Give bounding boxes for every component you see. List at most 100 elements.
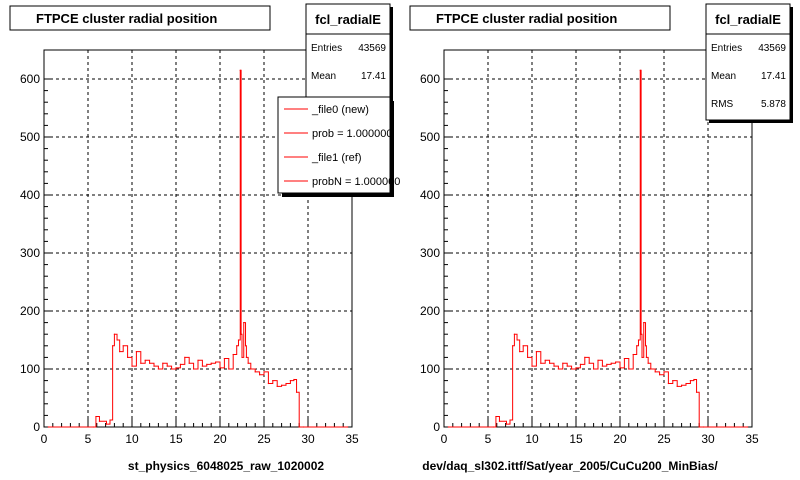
data-point [505,423,508,425]
data-point [127,356,129,358]
data-point [206,363,208,365]
data-point [237,339,240,341]
stats-row-label: RMS [711,99,734,110]
data-point [681,384,683,386]
y-tick-label: 100 [20,362,40,376]
data-point [647,362,649,364]
data-point [544,359,546,361]
data-point [571,368,573,370]
data-point [676,385,678,387]
data-point [232,353,234,356]
data-point [689,380,692,382]
data-point [527,356,529,358]
stats-row-label: Entries [711,43,742,54]
legend-box [277,96,391,194]
data-point [281,384,283,386]
stats-row-value: 17.41 [761,71,786,82]
data-point [47,426,50,428]
data-point [540,362,542,364]
legend-entry-label: _file1 (ref) [311,152,362,164]
data-point [516,339,518,341]
data-point [513,333,516,335]
data-point [643,322,645,324]
data-point [98,420,101,422]
data-point [549,362,551,364]
histogram-series-line [448,69,748,428]
data-point [162,362,164,364]
data-point [575,367,577,369]
data-point [131,365,133,367]
x-tick-label: 20 [613,432,627,446]
data-point [347,426,349,428]
data-point [122,345,124,347]
data-point [695,391,698,393]
data-point [557,368,560,370]
stats-row-value: 43569 [358,43,386,54]
legend-entry-label: prob = 1.000000 [312,128,392,140]
data-point [293,378,295,381]
data-point [298,426,300,428]
data-point [628,368,630,370]
stats-name: fcl_radialE [715,12,781,27]
data-point [113,333,115,335]
data-point [519,351,521,353]
data-point [553,365,555,367]
x-tick-label: 10 [125,432,139,446]
data-point [109,419,111,421]
x-tick-label: 25 [657,432,671,446]
x-tick-label: 30 [701,432,715,446]
data-point [201,365,203,367]
data-point [272,380,274,382]
stats-row-label: Mean [311,71,336,82]
data-point [531,365,533,367]
data-point [562,362,564,364]
data-point [492,426,494,428]
title-box [409,5,671,31]
data-point [619,367,621,369]
data-point [295,391,298,393]
y-tick-label: 300 [420,246,440,260]
data-point [149,362,151,364]
data-point [597,359,599,361]
x-tick-label: 15 [169,432,183,446]
chart-panel-1: 0 5 10 15 20 25 30 35 0 100 200 300 400 500 600 st_phys… [9,3,400,473]
data-point [175,367,177,369]
data-point [623,357,626,360]
y-tick-label: 200 [420,304,440,318]
chart-panel-2: 0 5 10 15 20 25 30 35 0 100 200 300 400 500 600 dev/daq… [409,3,793,473]
data-point [144,359,146,361]
data-point [747,426,749,428]
data-point [495,415,497,418]
data-point [119,351,121,353]
data-point [637,339,640,341]
data-point [244,345,247,347]
data-point [105,423,108,425]
data-point [254,371,256,373]
data-point [640,333,642,335]
data-point [112,345,114,347]
data-point [188,362,190,364]
data-point [267,382,269,385]
y-tick-label: 100 [420,362,440,376]
y-tick-label: 500 [420,130,440,144]
x-tick-label: 30 [301,432,315,446]
data-point [588,362,590,364]
x-tick-label: 35 [745,432,759,446]
data-point [610,362,612,364]
data-point [210,362,212,364]
data-point [223,357,225,360]
data-point [179,363,181,365]
data-point [240,333,242,335]
y-tick-label: 0 [33,420,40,434]
data-point [241,356,243,358]
data-point [593,368,595,370]
stats-row-label: Entries [311,43,342,54]
data-point [698,426,700,428]
data-point [184,356,186,358]
data-point [259,374,261,376]
data-point [663,371,665,373]
y-tick-label: 0 [433,420,440,434]
data-point [135,351,137,353]
stats-row-value: 5.878 [761,99,786,110]
